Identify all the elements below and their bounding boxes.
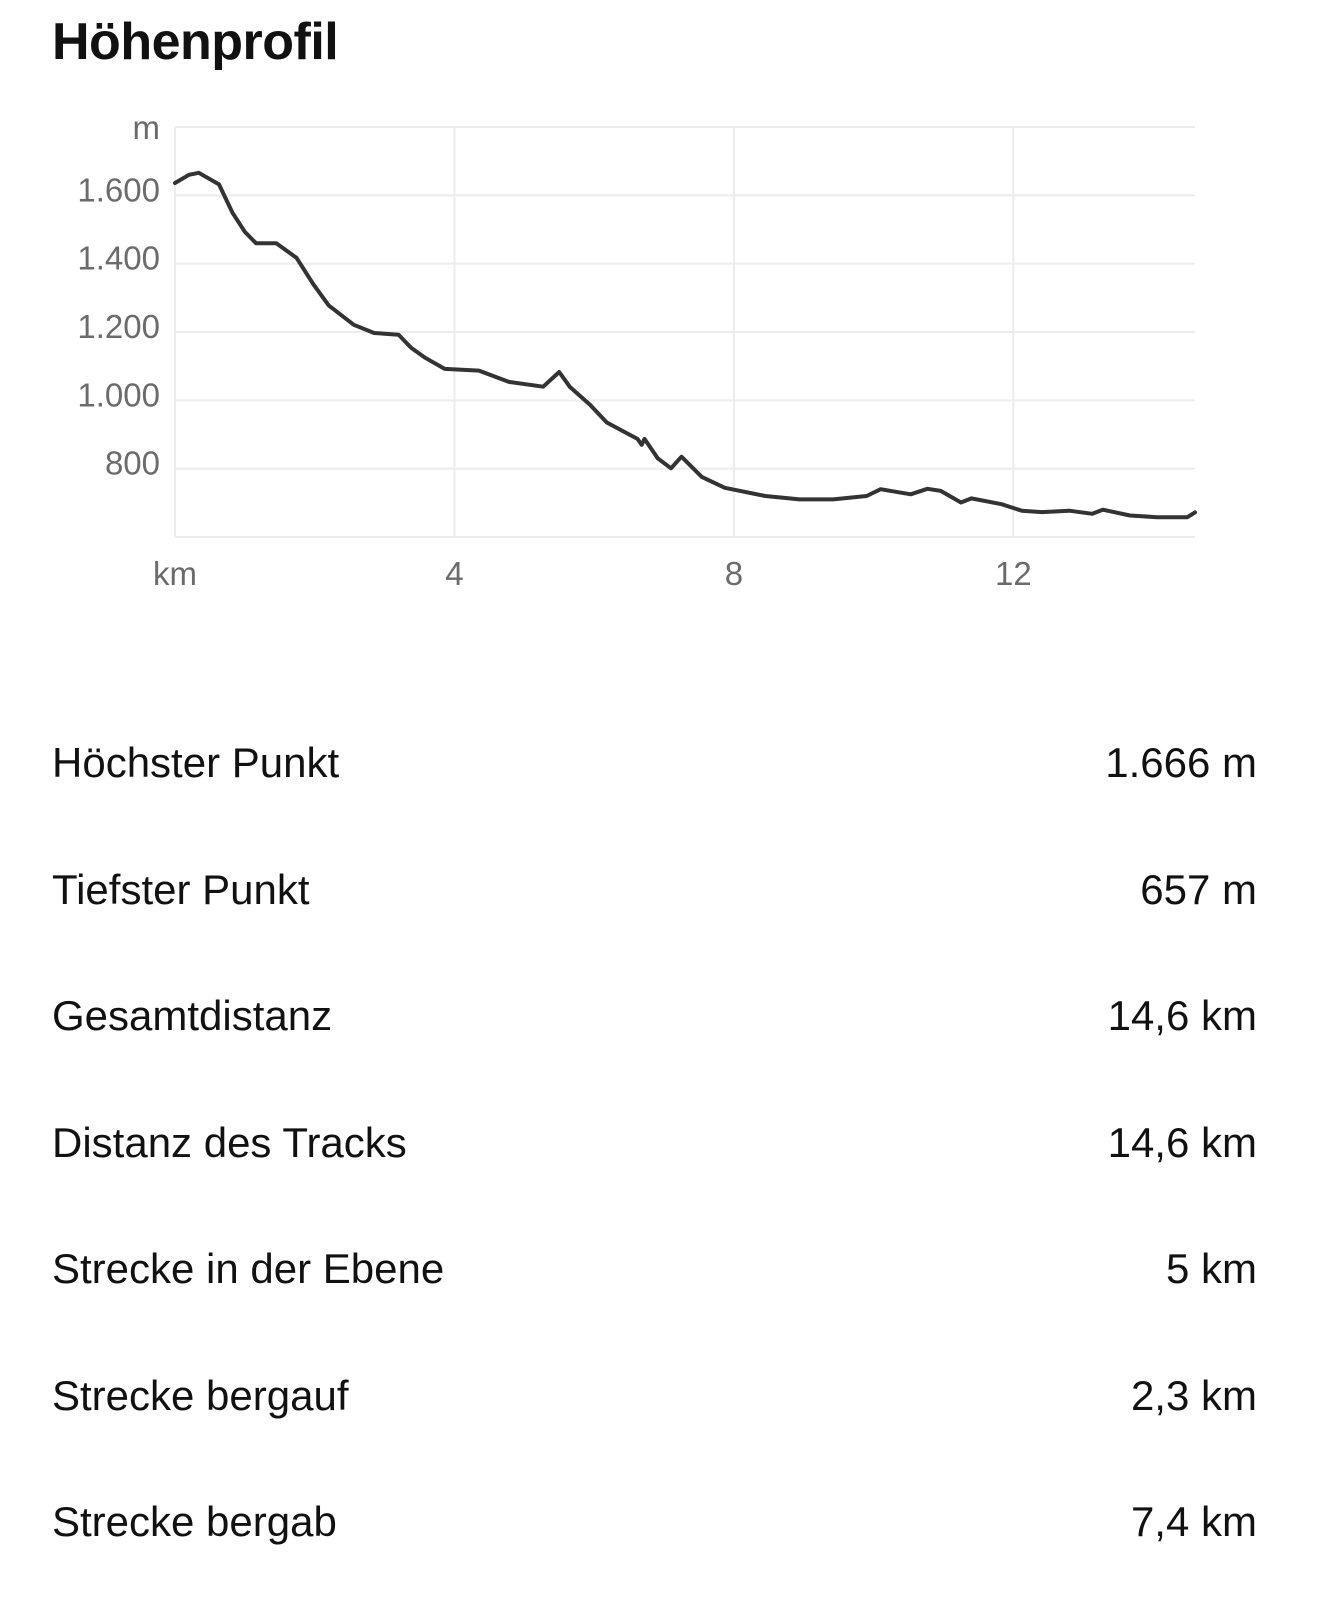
y-tick-label: 1.200 <box>77 308 160 345</box>
stat-row: Distanz des Tracks 14,6 km <box>52 1080 1257 1207</box>
stat-value: 1.666 m <box>1105 739 1257 787</box>
stat-label: Distanz des Tracks <box>52 1118 407 1166</box>
stat-label: Höchster Punkt <box>52 739 340 787</box>
stat-value: 14,6 km <box>1107 992 1257 1040</box>
x-tick-label: km <box>153 555 197 592</box>
y-tick-label: 1.400 <box>77 240 160 277</box>
stat-label: Strecke bergauf <box>52 1371 349 1419</box>
elevation-chart: m 1.600 1.400 1.200 1.000 800 km 4 8 12 <box>77 109 1197 592</box>
x-tick-label: 12 <box>995 555 1032 592</box>
stat-row: Strecke bergab 7,4 km <box>52 1459 1257 1586</box>
stat-label: Tiefster Punkt <box>52 865 310 913</box>
y-tick-label: m <box>133 109 161 146</box>
stat-row: Höchster Punkt 1.666 m <box>52 700 1257 827</box>
stat-row: Strecke bergauf 2,3 km <box>52 1333 1257 1460</box>
stat-label: Strecke bergab <box>52 1498 337 1546</box>
y-tick-label: 1.000 <box>77 376 160 413</box>
x-tick-label: 4 <box>445 555 463 592</box>
stat-row: Tiefster Punkt 657 m <box>52 827 1257 954</box>
x-tick-label: 8 <box>725 555 743 592</box>
stat-value: 657 m <box>1140 865 1257 913</box>
page-title: Höhenprofil <box>52 13 339 71</box>
elevation-line <box>173 170 1197 520</box>
stat-value: 14,6 km <box>1107 1118 1257 1166</box>
stat-value: 2,3 km <box>1130 1371 1257 1419</box>
y-tick-label: 1.600 <box>77 171 160 208</box>
stat-label: Strecke in der Ebene <box>52 1245 445 1293</box>
stats-list: Höchster Punkt 1.666 m Tiefster Punkt 657 m… <box>52 700 1257 1586</box>
stat-label: Gesamtdistanz <box>52 992 333 1040</box>
stat-value: 5 km <box>1165 1245 1257 1293</box>
stat-row: Gesamtdistanz 14,6 km <box>52 953 1257 1080</box>
y-tick-label: 800 <box>105 445 160 482</box>
stat-value: 7,4 km <box>1130 1498 1257 1546</box>
stat-row: Strecke in der Ebene 5 km <box>52 1206 1257 1333</box>
